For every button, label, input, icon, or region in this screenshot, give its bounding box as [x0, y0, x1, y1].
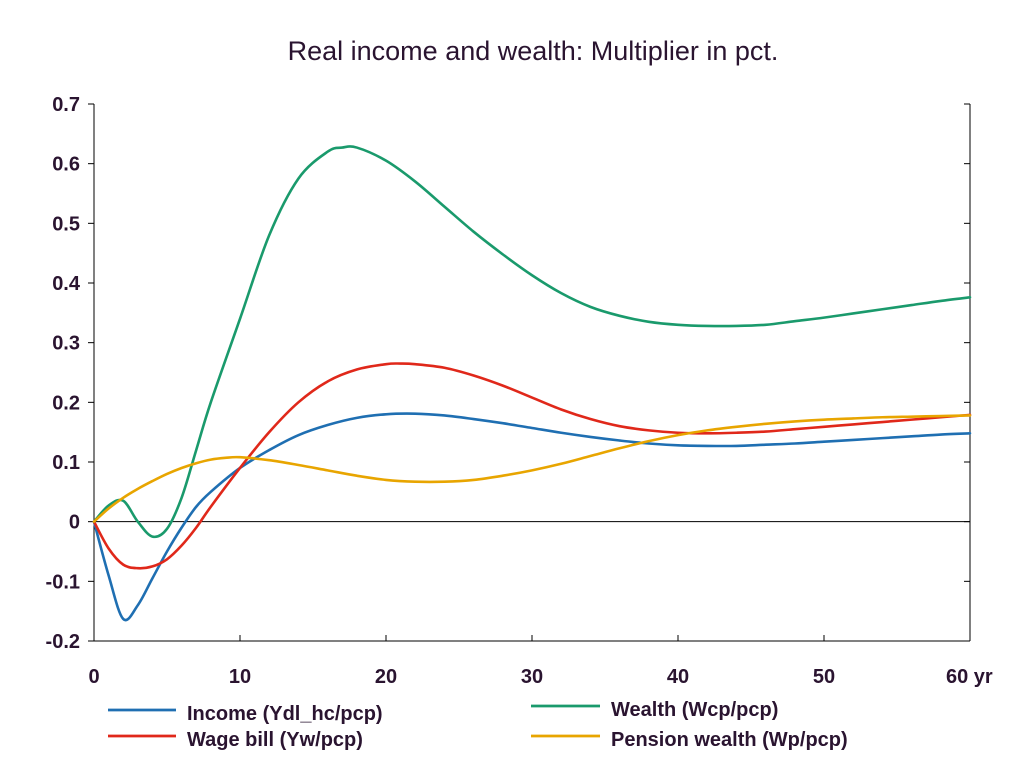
- x-tick-label: 50: [813, 666, 835, 688]
- legend: Income (Ydl_hc/pcp) Wealth (Wcp/pcp) Wage …: [108, 699, 848, 751]
- pension-wealth-series-line: [92, 414, 972, 523]
- legend-wage-bill-label: Wage bill (Yw/pcp): [187, 729, 363, 751]
- y-tick-label: 0.3: [52, 333, 80, 355]
- y-tick-label: 0: [69, 512, 80, 534]
- y-axis: -0.2 -0.1 0 0.1 0.2 0.3 0.4 0.5 0.6 0.7: [46, 94, 970, 653]
- y-tick-label: 0.2: [52, 392, 80, 414]
- y-tick-label: 0.1: [52, 452, 80, 474]
- y-tick-label: 0.6: [52, 154, 80, 176]
- legend-wealth-label: Wealth (Wcp/pcp): [611, 699, 778, 721]
- income-series-line: [92, 412, 972, 622]
- legend-income-label: Income (Ydl_hc/pcp): [187, 703, 383, 725]
- x-tick-label: 40: [667, 666, 689, 688]
- y-tick-label: -0.2: [46, 631, 80, 653]
- y-tick-label: 0.4: [52, 273, 81, 295]
- plot-frame: [93, 104, 971, 642]
- y-tick-label: 0.5: [52, 213, 80, 235]
- wealth-series-line: [92, 145, 972, 539]
- y-tick-label: -0.1: [46, 571, 80, 593]
- y-tick-label: 0.7: [52, 94, 80, 116]
- x-tick-label: 10: [229, 666, 251, 688]
- wage-bill-series-line: [92, 362, 972, 570]
- x-tick-label: 60 yr: [946, 666, 993, 688]
- chart-title: Real income and wealth: Multiplier in pc…: [288, 36, 779, 66]
- legend-pension-wealth-label: Pension wealth (Wp/pcp): [611, 729, 848, 751]
- x-tick-label: 0: [88, 666, 99, 688]
- x-tick-label: 30: [521, 666, 543, 688]
- series-lines: [92, 145, 972, 622]
- x-axis: 0 10 20 30 40 50 60 yr: [88, 635, 993, 688]
- x-tick-label: 20: [375, 666, 397, 688]
